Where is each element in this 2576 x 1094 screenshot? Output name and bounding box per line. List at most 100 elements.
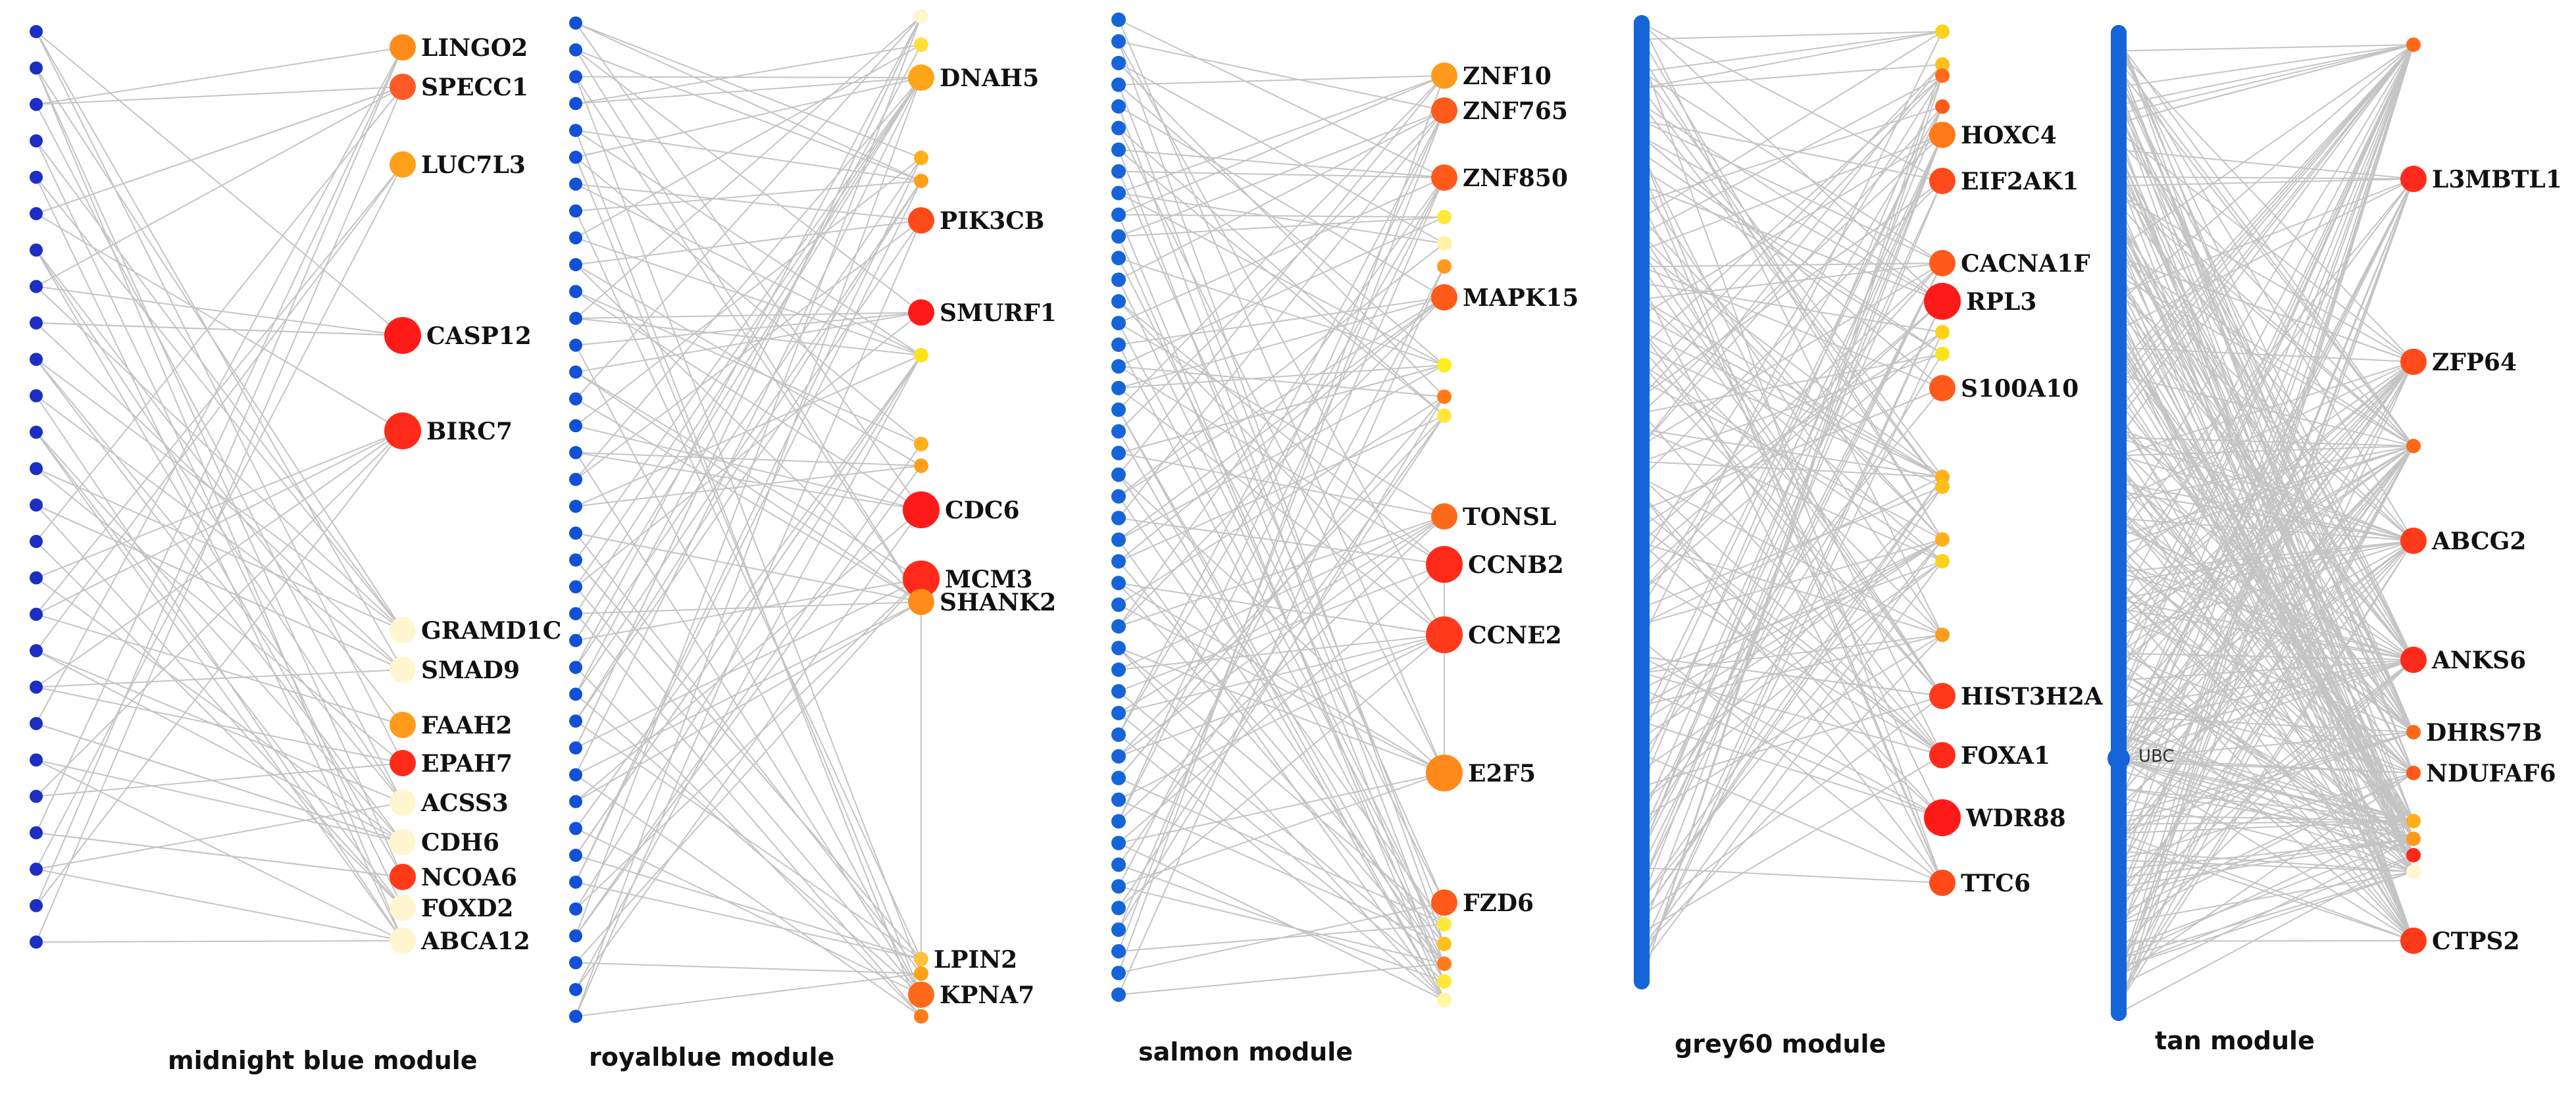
edge [2118,850,2414,872]
edge [1118,216,1445,237]
edge [36,430,403,797]
edge [1641,476,1943,625]
gene-node [914,9,928,24]
gene-node [914,151,928,165]
gene-node-dhrs7b [2406,725,2421,739]
source-node [1634,600,1650,616]
edge [36,802,403,870]
edge [1118,474,1445,925]
gene-node-znf10 [1431,62,1457,89]
gene-node-tonsl [1431,503,1457,530]
source-node [1111,857,1126,872]
edge [36,286,403,631]
edge [575,77,922,480]
edge-hub [2118,758,2414,822]
edge [1641,134,1943,933]
edge [1641,55,1943,540]
edge [2118,659,2414,951]
edge [1641,539,1943,722]
gene-node-wdr88 [1924,799,1961,836]
edge [36,31,403,764]
edge [2118,44,2414,941]
edge [1118,409,1445,1001]
edge [36,249,403,803]
edge [1118,110,1445,432]
edge [575,77,922,587]
edge [1118,75,1445,86]
edge [36,322,403,670]
edge [1118,564,1445,844]
source-node [569,1010,582,1023]
source-node [1634,193,1650,210]
source-node [1111,229,1126,244]
source-node [569,151,582,164]
module-label-grey60: grey60 module [1675,1030,1886,1058]
edge [1118,396,1445,779]
edge [36,432,403,941]
edge [1641,332,1943,966]
edge [2118,95,2414,872]
source-node [1111,99,1126,114]
source-node [30,535,43,549]
gene-node [1437,259,1452,274]
edge [2118,871,2414,969]
edge [1641,634,1943,820]
edge [1118,415,1445,562]
gene-node-cdc6 [903,491,940,528]
edge [2118,221,2414,774]
edge [2118,44,2414,978]
source-node [1634,762,1650,778]
edge [575,77,922,614]
edge [2118,221,2414,660]
source-node [1111,597,1126,612]
edge [575,220,922,722]
gene-node-specc1 [390,74,416,100]
edge [2118,44,2414,384]
edge [1118,41,1445,635]
edge [1118,634,1445,909]
edge [1118,149,1445,178]
edge [2118,796,2414,872]
edge [1118,19,1445,178]
edge [1118,516,1445,714]
edge [2118,562,2414,660]
edge [1641,262,1943,543]
edge [1641,301,1943,950]
source-nodes-royalblue [569,16,582,1023]
edge [1118,864,1445,982]
source-node [30,789,43,803]
edge [36,212,403,432]
edge [1641,262,1943,446]
gene-node [1935,347,1950,361]
source-node [1634,64,1650,80]
edge [2118,44,2414,879]
source-node [1634,226,1650,243]
edge [2118,194,2414,362]
edge [2118,871,2414,924]
gene-node-mcm3 [903,560,940,597]
gene-node-ctps2 [2400,928,2427,954]
edge [1641,64,1943,89]
edge [2118,131,2414,362]
source-node [1634,584,1650,600]
edge [36,249,403,878]
source-node [569,204,582,218]
edge [575,452,922,995]
edge [36,31,403,336]
edge [2118,653,2414,774]
edge [1641,486,1943,804]
hub-node-ubc [2108,747,2130,770]
edge [2118,653,2414,660]
source-node [1634,681,1650,697]
source-node [30,753,43,767]
edge [2118,44,2414,1014]
source-node [1111,380,1126,395]
edge [2118,44,2414,852]
gene-node-hist3h2a [1929,683,1956,709]
gene-label-abca12: ABCA12 [420,928,530,955]
edge [2118,820,2414,960]
edge [575,317,922,356]
source-node [569,822,582,835]
edge-hub [2118,758,2414,856]
edge [575,312,922,346]
